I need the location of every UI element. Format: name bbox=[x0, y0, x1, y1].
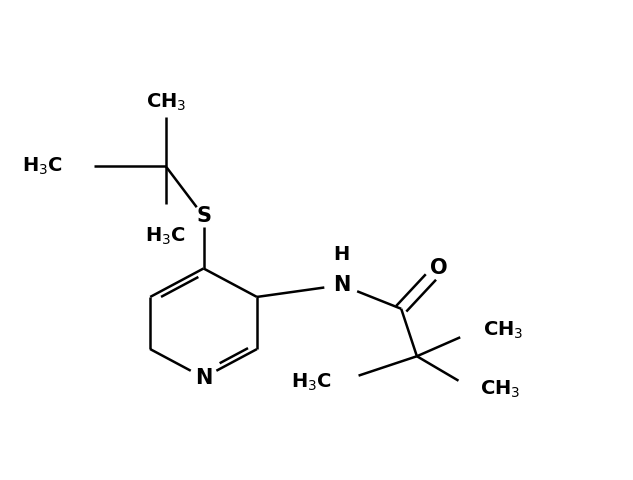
Text: N: N bbox=[195, 368, 212, 387]
Text: O: O bbox=[430, 258, 448, 278]
Text: CH$_3$: CH$_3$ bbox=[483, 320, 523, 341]
Text: CH$_3$: CH$_3$ bbox=[480, 379, 520, 400]
Text: S: S bbox=[196, 206, 211, 226]
Text: H$_3$C: H$_3$C bbox=[146, 226, 186, 247]
Text: H$_3$C: H$_3$C bbox=[291, 372, 332, 393]
Text: CH$_3$: CH$_3$ bbox=[146, 92, 186, 113]
Text: H: H bbox=[334, 245, 349, 264]
Text: N: N bbox=[333, 275, 350, 295]
Text: H$_3$C: H$_3$C bbox=[22, 156, 63, 177]
